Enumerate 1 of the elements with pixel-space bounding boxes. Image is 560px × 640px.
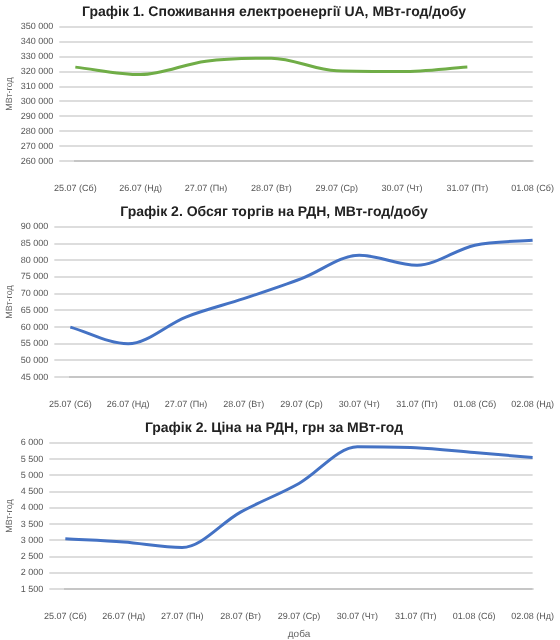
line-series	[73, 56, 469, 77]
